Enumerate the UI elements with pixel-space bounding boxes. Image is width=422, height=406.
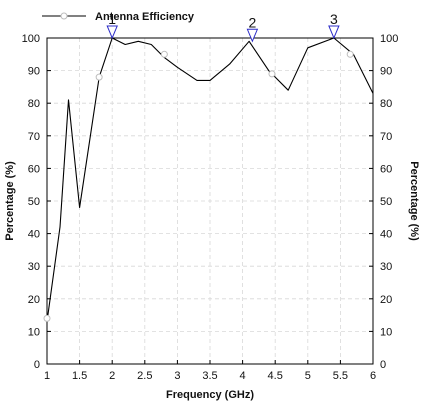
- y-tick-label-left: 60: [28, 163, 40, 175]
- x-tick-label: 4: [240, 370, 246, 382]
- annotation-label: 2: [248, 14, 256, 30]
- x-tick-label: 5.5: [333, 370, 348, 382]
- y-tick-label-right: 20: [380, 294, 392, 306]
- y-tick-label-left: 30: [28, 261, 40, 273]
- y-tick-label-left: 10: [28, 326, 40, 338]
- annotation-triangle-marker: [328, 25, 340, 40]
- y-tick-label-left: 100: [22, 33, 40, 45]
- y-tick-label-left: 20: [28, 294, 40, 306]
- x-axis-title: Frequency (GHz): [166, 389, 254, 401]
- legend: Antenna Efficiency: [42, 11, 195, 23]
- series-marker: [160, 50, 168, 58]
- y-tick-label-left: 70: [28, 131, 40, 143]
- y-tick-label-right: 50: [380, 196, 392, 208]
- annotation-layer: 1 2 3: [106, 11, 340, 43]
- y-tick-label-right: 90: [380, 66, 392, 78]
- y-tick-label-left: 40: [28, 229, 40, 241]
- x-tick-label: 2.5: [137, 370, 152, 382]
- y-tick-label-right: 80: [380, 98, 392, 110]
- x-tick-label: 1.5: [72, 370, 87, 382]
- series-line: [46, 37, 374, 322]
- series-layer: [43, 37, 374, 322]
- annotation-label: 1: [108, 11, 116, 27]
- y-tick-label-left: 0: [34, 359, 40, 371]
- y-tick-label-left: 50: [28, 196, 40, 208]
- y-tick-label-right: 70: [380, 131, 392, 143]
- x-tick-label: 3.5: [202, 370, 217, 382]
- x-tick-label: 6: [370, 370, 376, 382]
- legend-label: Antenna Efficiency: [95, 11, 195, 23]
- x-tick-label: 4.5: [268, 370, 283, 382]
- y-tick-label-right: 40: [380, 229, 392, 241]
- grid-layer: [47, 38, 373, 364]
- annotation-triangle-marker: [106, 25, 118, 40]
- y-tick-label-right: 0: [380, 359, 386, 371]
- y-tick-label-right: 60: [380, 163, 392, 175]
- y-tick-label-right: 10: [380, 326, 392, 338]
- y-axis-title-right: Percentage (%): [408, 161, 420, 241]
- series-marker: [43, 314, 51, 322]
- y-tick-label-right: 100: [380, 33, 398, 45]
- series-marker: [95, 73, 103, 81]
- x-tick-label: 5: [305, 370, 311, 382]
- annotation-triangle-marker: [246, 28, 259, 43]
- x-tick-label: 1: [44, 370, 50, 382]
- legend-marker: [60, 12, 68, 20]
- y-tick-label-left: 80: [28, 98, 40, 110]
- y-axis-title-left: Percentage (%): [4, 161, 16, 241]
- x-tick-label: 3: [174, 370, 180, 382]
- y-tick-label-left: 90: [28, 66, 40, 78]
- x-tick-label: 2: [109, 370, 115, 382]
- series-marker: [346, 50, 354, 58]
- series-marker: [268, 70, 276, 78]
- annotation-label: 3: [330, 11, 338, 27]
- y-tick-label-right: 30: [380, 261, 392, 273]
